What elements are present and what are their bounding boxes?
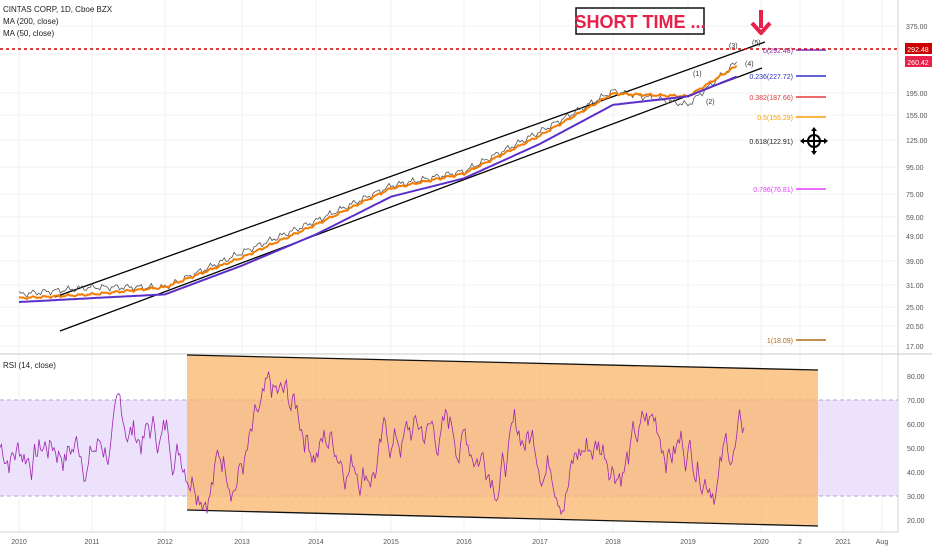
short-time-callout[interactable]: SHORT TIME ... <box>574 7 706 35</box>
time-tick-label: 2019 <box>680 539 696 546</box>
rsi-axis[interactable]: 80.00 70.00 60.00 50.00 40.00 30.00 20.00 <box>907 374 925 525</box>
price-tick-label: 20.50 <box>906 324 924 331</box>
rsi-channel-upper-line[interactable] <box>186 354 819 371</box>
rsi-legend: RSI (14, close) <box>3 361 56 370</box>
price-tick-label: 375.00 <box>906 24 928 31</box>
last-price-label: 260.42 <box>907 60 929 67</box>
rsi-tick-label: 20.00 <box>907 518 925 525</box>
rsi-tick-label: 70.00 <box>907 398 925 405</box>
time-tick-label: Aug <box>876 539 889 546</box>
wave-label: (3) <box>729 43 738 50</box>
short-time-text: SHORT TIME ... <box>574 12 705 32</box>
time-tick-label: 2 <box>798 539 802 546</box>
price-tick-label: 25.00 <box>906 305 924 312</box>
fib-level-label: 0(292.48) <box>763 48 793 55</box>
rsi-channel-fill <box>187 355 818 526</box>
last-price-tag[interactable] <box>905 56 932 67</box>
rsi-series-line <box>0 371 745 516</box>
price-pane: (1) (2) (3) (4) (5)0(292.48) 0.236(227.72) 0.3… <box>0 40 898 345</box>
crosshair-icon[interactable] <box>800 127 828 155</box>
rsi-tick-label: 80.00 <box>907 374 925 381</box>
price-tick-label: 125.00 <box>906 138 928 145</box>
price-tick-label: 75.00 <box>906 192 924 199</box>
ma50-series-line <box>18 65 738 301</box>
rsi-tick-label: 30.00 <box>907 494 925 501</box>
rsi-pane <box>0 354 898 527</box>
price-tick-label: 49.00 <box>906 234 924 241</box>
price-tick-label: 17.00 <box>906 344 924 351</box>
channel-lower-line[interactable] <box>59 67 763 332</box>
chart-title: CINTAS CORP, 1D, Cboe BZX <box>3 5 113 14</box>
time-tick-label: 2015 <box>383 539 399 546</box>
wave-label: (2) <box>706 99 715 106</box>
price-tick-label: 195.00 <box>906 91 928 98</box>
time-tick-label: 2012 <box>157 539 173 546</box>
time-tick-label: 2016 <box>456 539 472 546</box>
price-tick-label: 155.00 <box>906 113 928 120</box>
rsi-channel-lower-line[interactable] <box>186 509 819 527</box>
fib-level-label: 0.382(187.66) <box>749 95 793 102</box>
price-series-line <box>18 61 738 298</box>
time-tick-label: 2011 <box>84 539 99 546</box>
fib-level-label: 0.236(227.72) <box>749 74 793 81</box>
time-tick-label: 2018 <box>605 539 621 546</box>
fib-level-label: 0.786(76.81) <box>753 187 793 194</box>
rsi-tick-label: 60.00 <box>907 422 925 429</box>
fib-level-label: 1(18.09) <box>767 338 793 345</box>
fib-level-label: 0.5(155.29) <box>757 115 793 122</box>
price-axis[interactable]: 375.00 292.48 260.42 195.00 155.00 125.00 95.0… <box>905 24 932 351</box>
wave-label: (5) <box>752 40 761 47</box>
time-tick-label: 2013 <box>234 539 250 546</box>
rsi-tick-label: 40.00 <box>907 470 925 477</box>
wave-label: (4) <box>745 61 754 68</box>
fib-level-label: 0.618(122.91) <box>749 139 793 146</box>
price-tick-label: 95.00 <box>906 165 924 172</box>
wave-label: (1) <box>693 71 702 78</box>
short-time-box <box>575 7 705 35</box>
price-tick-label: 39.00 <box>906 259 924 266</box>
ma200-series-line <box>18 75 738 304</box>
time-tick-label: 2014 <box>308 539 324 546</box>
rsi-tick-label: 50.00 <box>907 446 925 453</box>
channel-upper-line[interactable] <box>54 41 766 298</box>
down-arrow-icon <box>750 10 772 35</box>
time-tick-label: 2010 <box>11 539 27 546</box>
ma200-legend: MA (200, close) <box>3 17 59 26</box>
time-axis[interactable]: 2010 2011 2012 2013 2014 2015 2016 2017 2018 2019… <box>11 539 888 546</box>
price-tick-label: 31.00 <box>906 283 924 290</box>
level-price-tag[interactable] <box>905 43 932 54</box>
price-tick-label: 59.00 <box>906 215 924 222</box>
time-tick-label: 2017 <box>532 539 548 546</box>
time-tick-label: 2020 <box>753 539 769 546</box>
time-tick-label: 2021 <box>835 539 851 546</box>
level-price-label: 292.48 <box>907 47 929 54</box>
ma50-legend: MA (50, close) <box>3 29 54 38</box>
